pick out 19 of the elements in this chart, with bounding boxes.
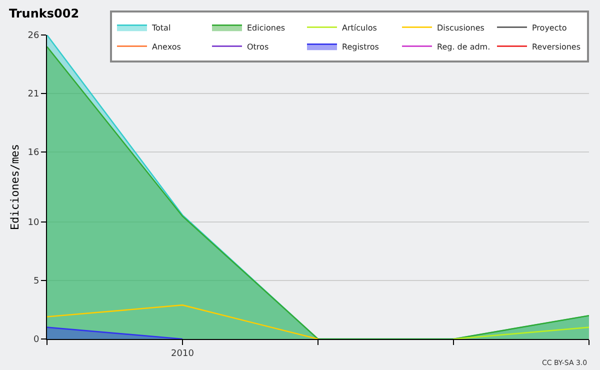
legend-label: Ediciones [247,23,286,32]
legend-label: Artículos [342,23,377,32]
x-tick-label: 2010 [171,348,194,359]
y-axis-title: Ediciones/mes [8,144,22,230]
legend-label: Anexos [152,42,181,52]
legend-label: Registros [342,42,379,52]
y-tick-label: 26 [28,31,40,42]
chart-title: Trunks002 [9,6,80,21]
legend-label: Reversiones [532,42,581,52]
y-tick-label: 16 [28,148,40,158]
legend-label: Otros [247,42,269,52]
legend-label: Total [151,23,171,32]
y-tick-label: 5 [33,276,40,287]
y-tick-label: 0 [33,335,40,346]
y-tick-label: 21 [28,90,40,100]
legend-label: Discusiones [437,23,484,32]
legend-label: Reg. de adm. [437,42,490,52]
y-tick-label: 10 [28,218,40,228]
legend-label: Proyecto [532,23,567,32]
